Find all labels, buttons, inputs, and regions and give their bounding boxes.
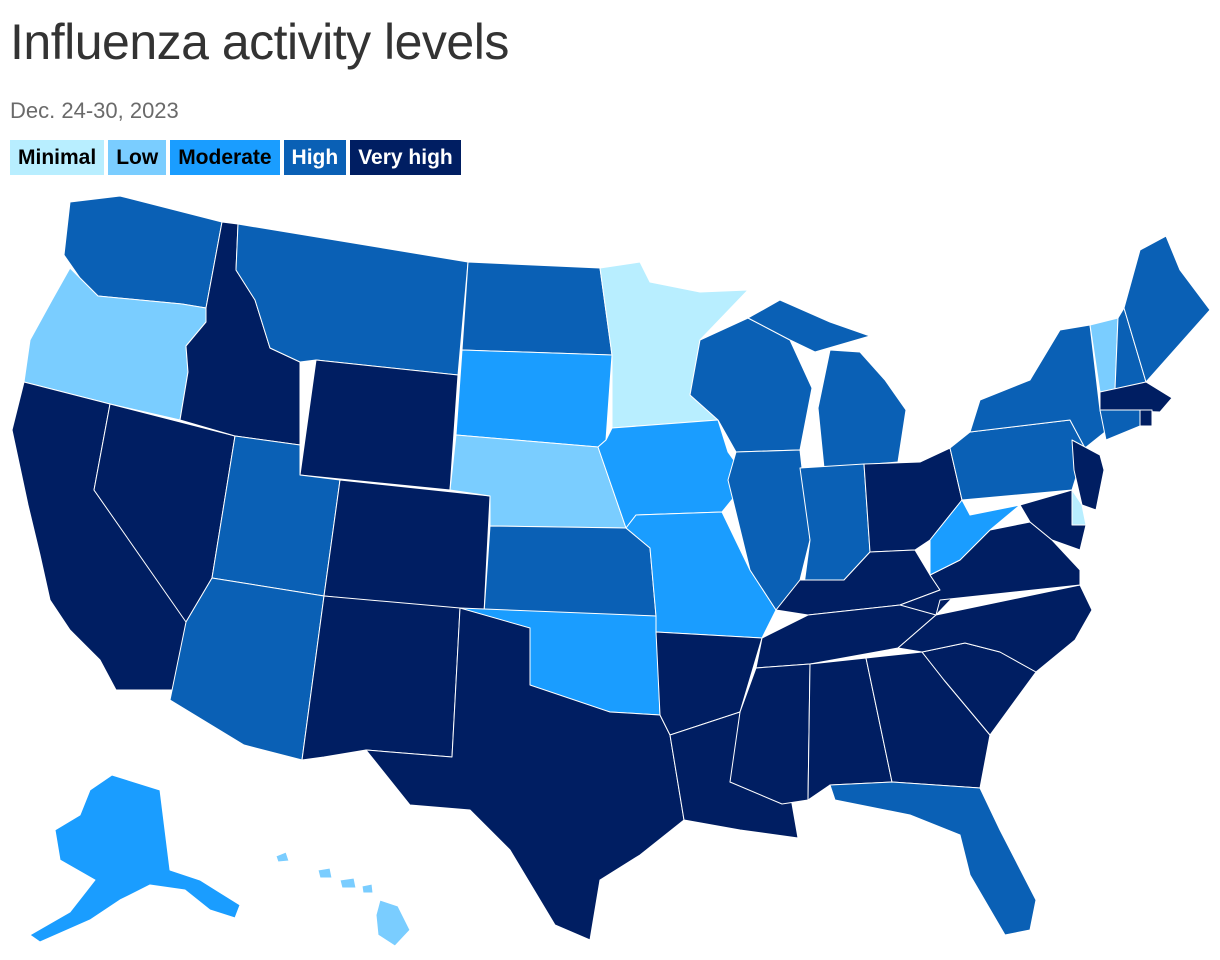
state-florida[interactable] — [829, 781, 1037, 936]
legend-item-moderate: Moderate — [170, 140, 280, 175]
legend-item-low: Low — [108, 140, 167, 175]
state-massachusetts[interactable] — [1099, 381, 1173, 413]
state-hawaii[interactable] — [275, 851, 411, 947]
state-south-dakota[interactable] — [455, 349, 613, 448]
state-new-york[interactable] — [969, 324, 1106, 449]
state-north-carolina[interactable] — [897, 584, 1093, 673]
state-new-mexico[interactable] — [301, 595, 461, 761]
state-michigan[interactable] — [747, 299, 907, 469]
state-kansas[interactable] — [483, 525, 657, 617]
state-maryland[interactable] — [1019, 489, 1087, 551]
state-new-jersey[interactable] — [1071, 439, 1105, 511]
state-connecticut[interactable] — [1099, 409, 1141, 441]
state-texas[interactable] — [365, 607, 685, 941]
state-west-virginia[interactable] — [929, 499, 1021, 576]
legend-item-minimal: Minimal — [10, 140, 105, 175]
legend-item-high: High — [283, 140, 347, 175]
page-title: Influenza activity levels — [10, 14, 509, 70]
legend-item-very-high: Very high — [350, 140, 461, 175]
state-rhode-island[interactable] — [1139, 409, 1153, 427]
legend: Minimal Low Moderate High Very high — [10, 140, 461, 175]
state-north-dakota[interactable] — [461, 261, 613, 356]
state-colorado[interactable] — [323, 479, 491, 614]
date-range: Dec. 24-30, 2023 — [10, 98, 179, 123]
state-alaska[interactable] — [29, 774, 241, 943]
state-iowa[interactable] — [597, 419, 749, 529]
state-wyoming[interactable] — [299, 359, 459, 491]
state-montana[interactable] — [235, 223, 469, 376]
